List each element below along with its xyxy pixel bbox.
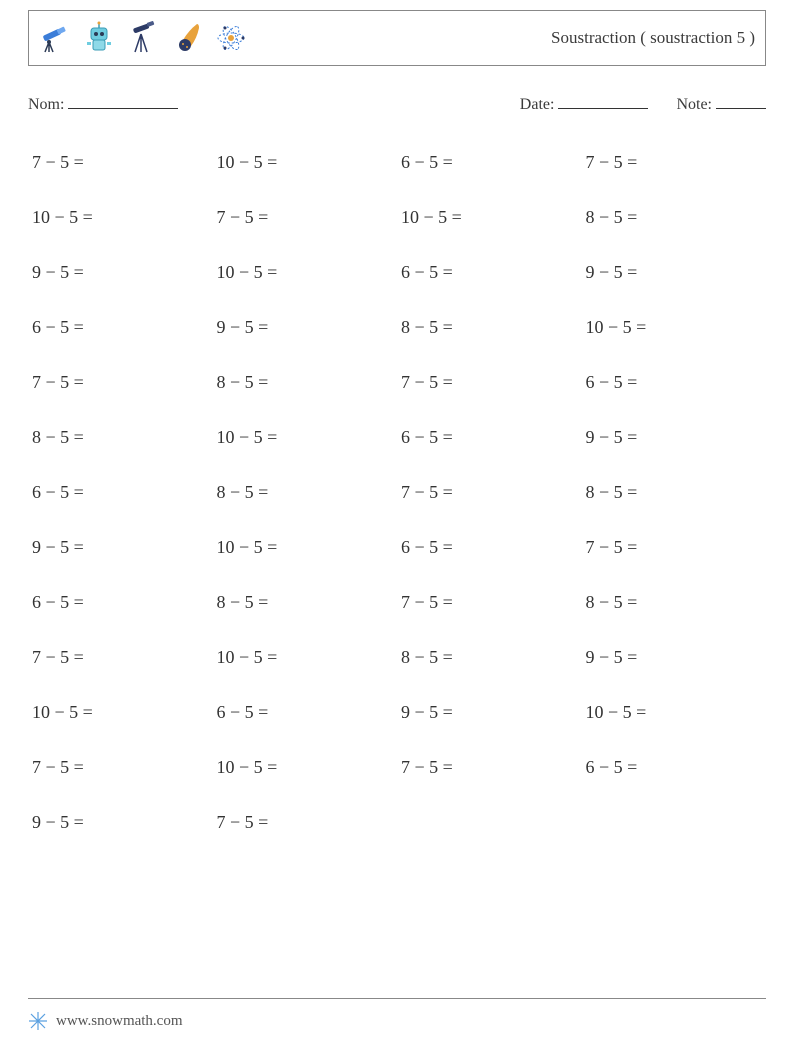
problem-cell: 7 − 5 =	[28, 647, 213, 668]
problem-cell: 6 − 5 =	[28, 592, 213, 613]
meta-right: Date: Note:	[520, 92, 766, 114]
problem-cell: 6 − 5 =	[213, 702, 398, 723]
header-icons	[37, 20, 249, 56]
problem-cell: 7 − 5 =	[397, 757, 582, 778]
footer-site: www.snowmath.com	[56, 1013, 183, 1030]
problem-cell: 7 − 5 =	[213, 207, 398, 228]
problem-cell: 6 − 5 =	[582, 757, 767, 778]
note-label: Note:	[676, 96, 712, 113]
worksheet-page: Soustraction ( soustraction 5 ) Nom: Dat…	[0, 0, 794, 1053]
tripod-telescope-icon	[125, 20, 161, 56]
problem-cell: 10 − 5 =	[28, 702, 213, 723]
date-field: Date:	[520, 92, 649, 114]
name-underline[interactable]	[68, 92, 178, 109]
problem-cell: 10 − 5 =	[213, 427, 398, 448]
problem-cell: 7 − 5 =	[582, 537, 767, 558]
problem-cell: 9 − 5 =	[397, 702, 582, 723]
problem-cell: 8 − 5 =	[28, 427, 213, 448]
problem-cell: 6 − 5 =	[397, 537, 582, 558]
problem-cell: 8 − 5 =	[582, 592, 767, 613]
problem-cell: 10 − 5 =	[582, 317, 767, 338]
date-underline[interactable]	[558, 92, 648, 109]
problem-cell: 7 − 5 =	[397, 592, 582, 613]
problem-cell: 9 − 5 =	[582, 647, 767, 668]
robot-icon	[81, 20, 117, 56]
problem-cell: 10 − 5 =	[213, 262, 398, 283]
problem-cell: 6 − 5 =	[28, 482, 213, 503]
name-label: Nom:	[28, 96, 64, 113]
problem-cell: 7 − 5 =	[28, 757, 213, 778]
problem-cell: 9 − 5 =	[28, 262, 213, 283]
problem-cell: 10 − 5 =	[213, 152, 398, 173]
problem-cell: 10 − 5 =	[28, 207, 213, 228]
problem-cell: 10 − 5 =	[213, 647, 398, 668]
problem-cell: 7 − 5 =	[28, 372, 213, 393]
problem-cell: 6 − 5 =	[397, 262, 582, 283]
problem-cell: 8 − 5 =	[582, 482, 767, 503]
problem-cell: 7 − 5 =	[213, 812, 398, 833]
problem-cell: 7 − 5 =	[28, 152, 213, 173]
problem-cell: 9 − 5 =	[582, 262, 767, 283]
problem-cell: 10 − 5 =	[213, 537, 398, 558]
problem-cell: 10 − 5 =	[397, 207, 582, 228]
problem-cell: 10 − 5 =	[582, 702, 767, 723]
problem-cell: 9 − 5 =	[28, 537, 213, 558]
problem-cell: 8 − 5 =	[397, 317, 582, 338]
problem-cell: 8 − 5 =	[397, 647, 582, 668]
problem-cell: 9 − 5 =	[582, 427, 767, 448]
problem-cell: 9 − 5 =	[213, 317, 398, 338]
footer: www.snowmath.com	[28, 998, 766, 1031]
worksheet-title: Soustraction ( soustraction 5 )	[551, 28, 755, 48]
meta-row: Nom: Date: Note:	[28, 92, 766, 114]
meta-left: Nom:	[28, 92, 178, 114]
problem-cell: 6 − 5 =	[582, 372, 767, 393]
problem-cell: 7 − 5 =	[582, 152, 767, 173]
date-label: Date:	[520, 96, 555, 113]
header-box: Soustraction ( soustraction 5 )	[28, 10, 766, 66]
problem-cell: 6 − 5 =	[397, 152, 582, 173]
note-underline[interactable]	[716, 92, 766, 109]
snowflake-icon	[28, 1011, 48, 1031]
problem-cell: 8 − 5 =	[213, 482, 398, 503]
problems-grid: 7 − 5 =10 − 5 =6 − 5 =7 − 5 =10 − 5 =7 −…	[28, 152, 766, 833]
problem-cell: 8 − 5 =	[213, 592, 398, 613]
note-field: Note:	[676, 92, 766, 114]
comet-icon	[169, 20, 205, 56]
problem-cell: 7 − 5 =	[397, 372, 582, 393]
problem-cell: 10 − 5 =	[213, 757, 398, 778]
problem-cell: 6 − 5 =	[28, 317, 213, 338]
problem-cell: 9 − 5 =	[28, 812, 213, 833]
problem-cell: 8 − 5 =	[582, 207, 767, 228]
problem-cell: 8 − 5 =	[213, 372, 398, 393]
telescope-icon	[37, 20, 73, 56]
problem-cell: 6 − 5 =	[397, 427, 582, 448]
name-field: Nom:	[28, 92, 178, 114]
atom-icon	[213, 20, 249, 56]
problem-cell: 7 − 5 =	[397, 482, 582, 503]
